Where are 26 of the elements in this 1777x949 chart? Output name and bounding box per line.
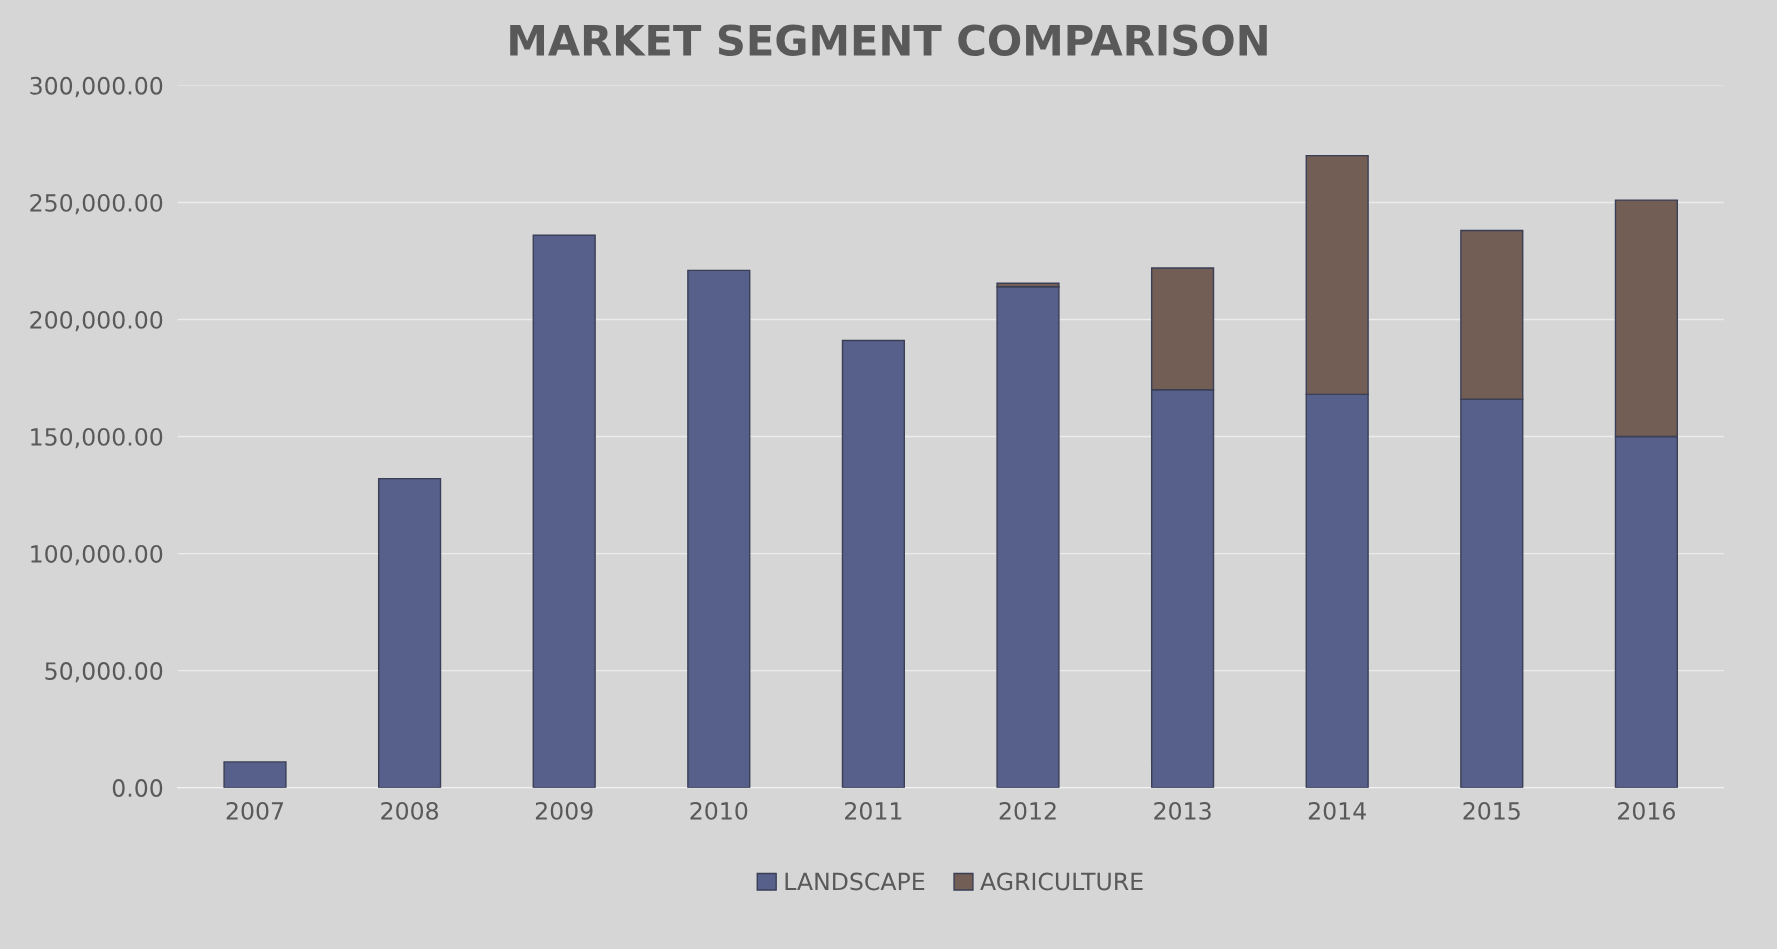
x-tick-label: 2009 [535, 801, 593, 820]
x-tick-label: 2007 [226, 801, 284, 820]
x-tick-label: 2013 [1154, 801, 1211, 820]
legend-label: LANDSCAPE [785, 872, 925, 891]
y-tick-label: 300,000.00 [30, 76, 163, 98]
bar [223, 761, 287, 788]
y-tick-label: 50,000.00 [45, 662, 163, 683]
x-tick-label: 2010 [690, 801, 748, 820]
bar [687, 269, 751, 788]
bar [996, 286, 1060, 788]
bar [532, 234, 596, 788]
bar [377, 477, 442, 788]
y-tick-label: 100,000.00 [31, 545, 163, 566]
legend-label: AGRICULTURE [980, 872, 1143, 891]
x-tick-label: 2015 [1463, 801, 1520, 820]
chart-title: MARKET SEGMENT COMPARISON [510, 24, 1267, 56]
y-tick-label: 200,000.00 [30, 310, 163, 332]
y-tick-label: 250,000.00 [30, 193, 163, 215]
x-tick-label: 2014 [1308, 801, 1366, 820]
x-tick-label: 2012 [999, 801, 1056, 820]
y-tick-label: 150,000.00 [31, 427, 163, 449]
x-tick-label: 2008 [381, 801, 439, 820]
bar [841, 339, 906, 788]
x-tick-label: 2011 [845, 801, 902, 820]
x-tick-label: 2016 [1618, 801, 1675, 820]
y-tick-label: 0.00 [112, 779, 163, 797]
